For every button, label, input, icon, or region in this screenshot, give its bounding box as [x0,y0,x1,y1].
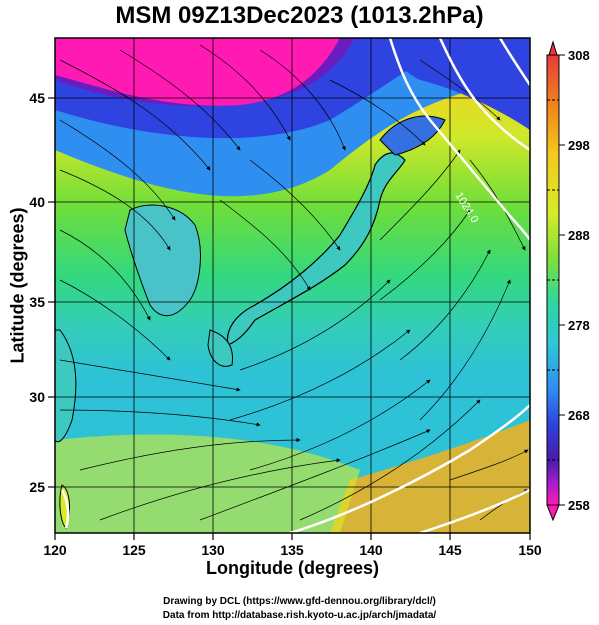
map-grid [55,38,530,533]
x-tick-label: 125 [122,542,146,558]
colorbar-tick-label: 278 [568,318,590,333]
y-axis-label: Latitude (degrees) [7,207,28,364]
y-tick-label: 45 [29,90,45,106]
colorbar-top-arrow [548,40,558,56]
x-tick-label: 130 [201,542,225,558]
x-tick-label: 145 [438,542,462,558]
isobars [60,38,530,533]
colorbar-tick-label: 308 [568,48,590,63]
y-tick-label: 25 [29,479,45,495]
colorbar-bottom-arrow [546,504,560,522]
y-tick-label: 30 [29,389,45,405]
credit-drawing: Drawing by DCL (https://www.gfd-dennou.o… [163,596,436,607]
chart-title: MSM 09Z13Dec2023 (1013.2hPa) [115,2,484,29]
y-tick-label: 35 [29,294,45,310]
x-tick-label: 150 [518,542,542,558]
credit-data: Data from http://database.rish.kyoto-u.a… [162,610,437,621]
colorbar-tick-label: 258 [568,498,590,513]
colorbar-tick-label: 288 [568,228,590,243]
x-tick-label: 135 [280,542,304,558]
y-tick-label: 40 [29,194,45,210]
wind-streamlines [59,44,529,521]
x-axis-label: Longitude (degrees) [205,558,379,578]
colorbar: 308 298 288 278 268 258 [546,40,590,522]
x-tick-label: 120 [43,542,67,558]
temperature-field: 1024.0 [55,38,530,533]
colorbar-tick-label: 268 [568,408,590,423]
colorbar-tick-label: 298 [568,138,590,153]
x-tick-label: 140 [359,542,383,558]
